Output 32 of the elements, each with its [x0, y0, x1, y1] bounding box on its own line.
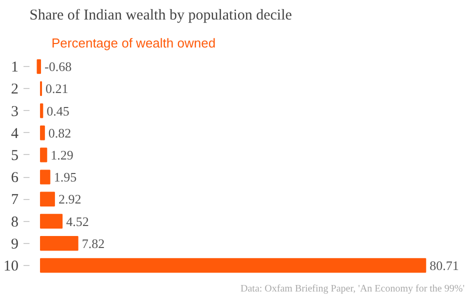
bar	[40, 258, 426, 273]
data-label: 1.29	[50, 147, 74, 162]
bar	[40, 170, 50, 184]
data-label: 7.82	[82, 236, 105, 251]
y-tick-label: 3	[11, 104, 18, 120]
data-label: 0.21	[46, 81, 68, 96]
y-tick-label: 7	[11, 192, 19, 208]
y-tick-label: 2	[11, 82, 18, 98]
bar	[40, 192, 55, 206]
data-label: -0.68	[44, 59, 72, 74]
data-label: 0.82	[48, 125, 72, 140]
bar	[40, 103, 44, 118]
bar	[40, 126, 45, 140]
y-tick-label: 4	[11, 126, 19, 142]
y-tick-label: 6	[11, 170, 19, 186]
bar	[40, 236, 78, 251]
y-tick-label: 5	[11, 148, 18, 164]
data-label: 2.92	[58, 192, 82, 207]
y-tick-label: 10	[4, 258, 18, 274]
data-label: 0.45	[46, 103, 70, 118]
data-label: 4.52	[66, 214, 89, 229]
bar	[40, 214, 63, 229]
bar	[40, 148, 48, 162]
bar	[36, 59, 42, 74]
data-label: 80.71	[430, 258, 459, 273]
data-label: 1.95	[54, 170, 77, 185]
chart-title: Share of Indian wealth by population decile	[30, 8, 292, 24]
chart-subtitle: Percentage of wealth owned	[52, 36, 216, 50]
text: Data: Oxfam Briefing Paper, 'An Economy for the 99%'	[240, 284, 465, 294]
y-tick-label: 1	[11, 60, 18, 76]
y-tick-label: 9	[11, 236, 18, 252]
y-tick-label: 8	[11, 214, 18, 230]
